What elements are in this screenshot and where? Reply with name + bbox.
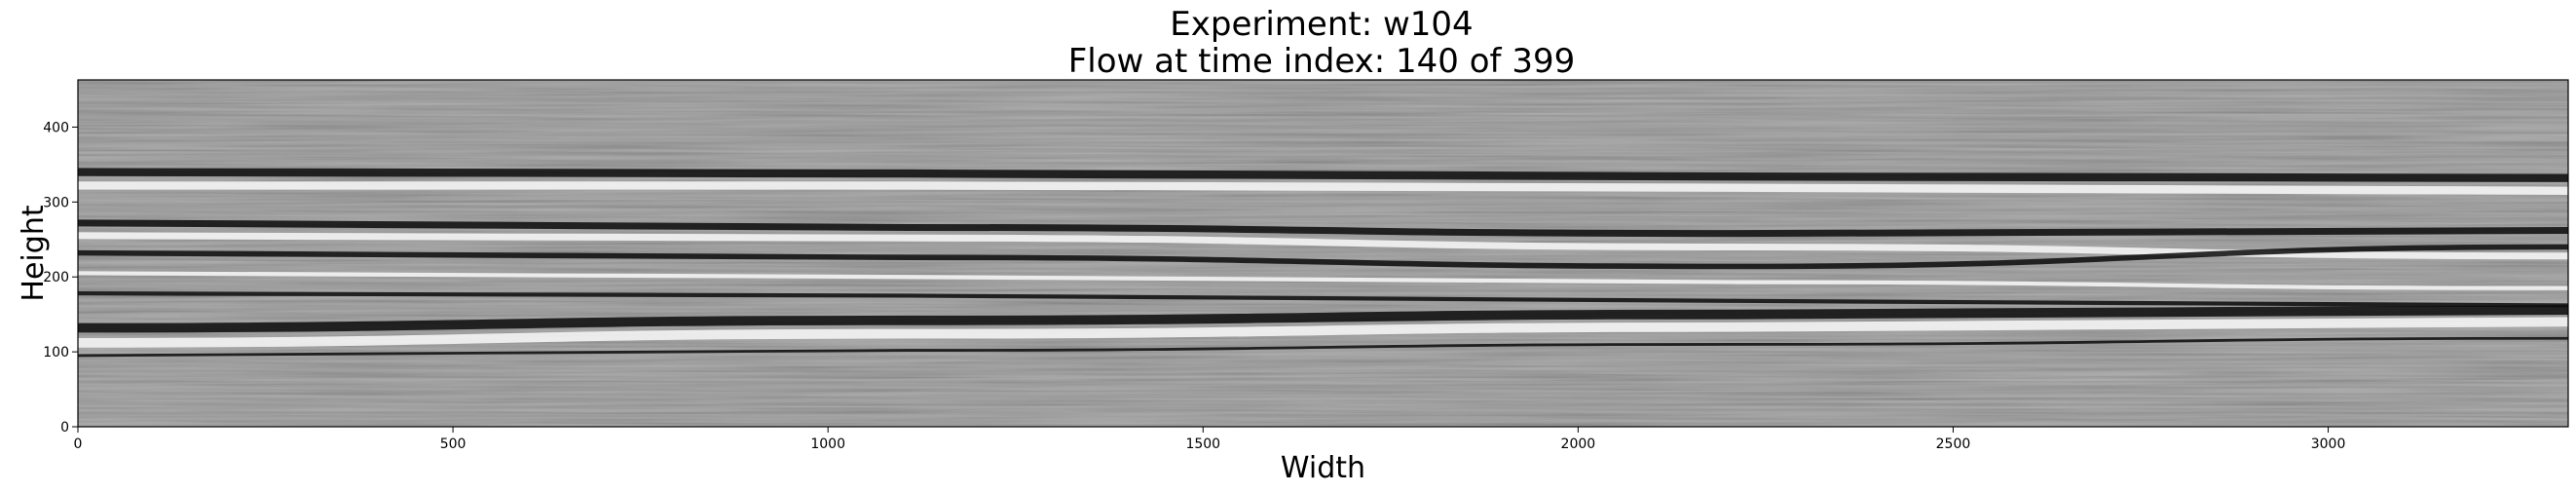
flow-streak-1 (78, 168, 2568, 182)
chart-title-line-1: Experiment: w104 (1170, 5, 1473, 44)
x-axis-label: Width (1281, 451, 1365, 485)
y-tick-label: 100 (43, 345, 69, 360)
flow-streak-10 (78, 336, 2568, 358)
flow-streak-3 (78, 219, 2568, 238)
flow-streak-4 (78, 232, 2568, 260)
y-tick-label: 0 (60, 420, 69, 436)
x-tick-label: 3000 (2311, 436, 2346, 452)
flow-streak-5 (78, 244, 2568, 270)
plot-area (78, 80, 2568, 427)
flow-streak-2 (78, 181, 2568, 195)
y-tick-label: 300 (43, 195, 69, 210)
x-tick-label: 500 (440, 436, 467, 452)
y-axis: 0 100 200 300 400 (43, 120, 78, 436)
chart-title-line-2: Flow at time index: 140 of 399 (1068, 42, 1575, 81)
x-tick-label: 0 (74, 436, 83, 452)
x-tick-label: 1500 (1185, 436, 1220, 452)
flow-streaks (78, 168, 2568, 358)
y-axis-label: Height (17, 205, 51, 301)
flow-streak-9 (78, 317, 2568, 348)
y-tick-label: 400 (43, 120, 69, 135)
x-tick-label: 1000 (810, 436, 845, 452)
plot-frame (77, 79, 2569, 428)
x-tick-label: 2500 (1936, 436, 1971, 452)
flow-streak-7 (78, 291, 2568, 308)
y-tick-label: 200 (43, 270, 69, 285)
flow-streak-8 (78, 305, 2568, 333)
flow-streak-6 (78, 271, 2568, 290)
x-axis: 0 500 1000 1500 2000 2500 3000 (74, 427, 2346, 452)
x-tick-label: 2000 (1561, 436, 1596, 452)
